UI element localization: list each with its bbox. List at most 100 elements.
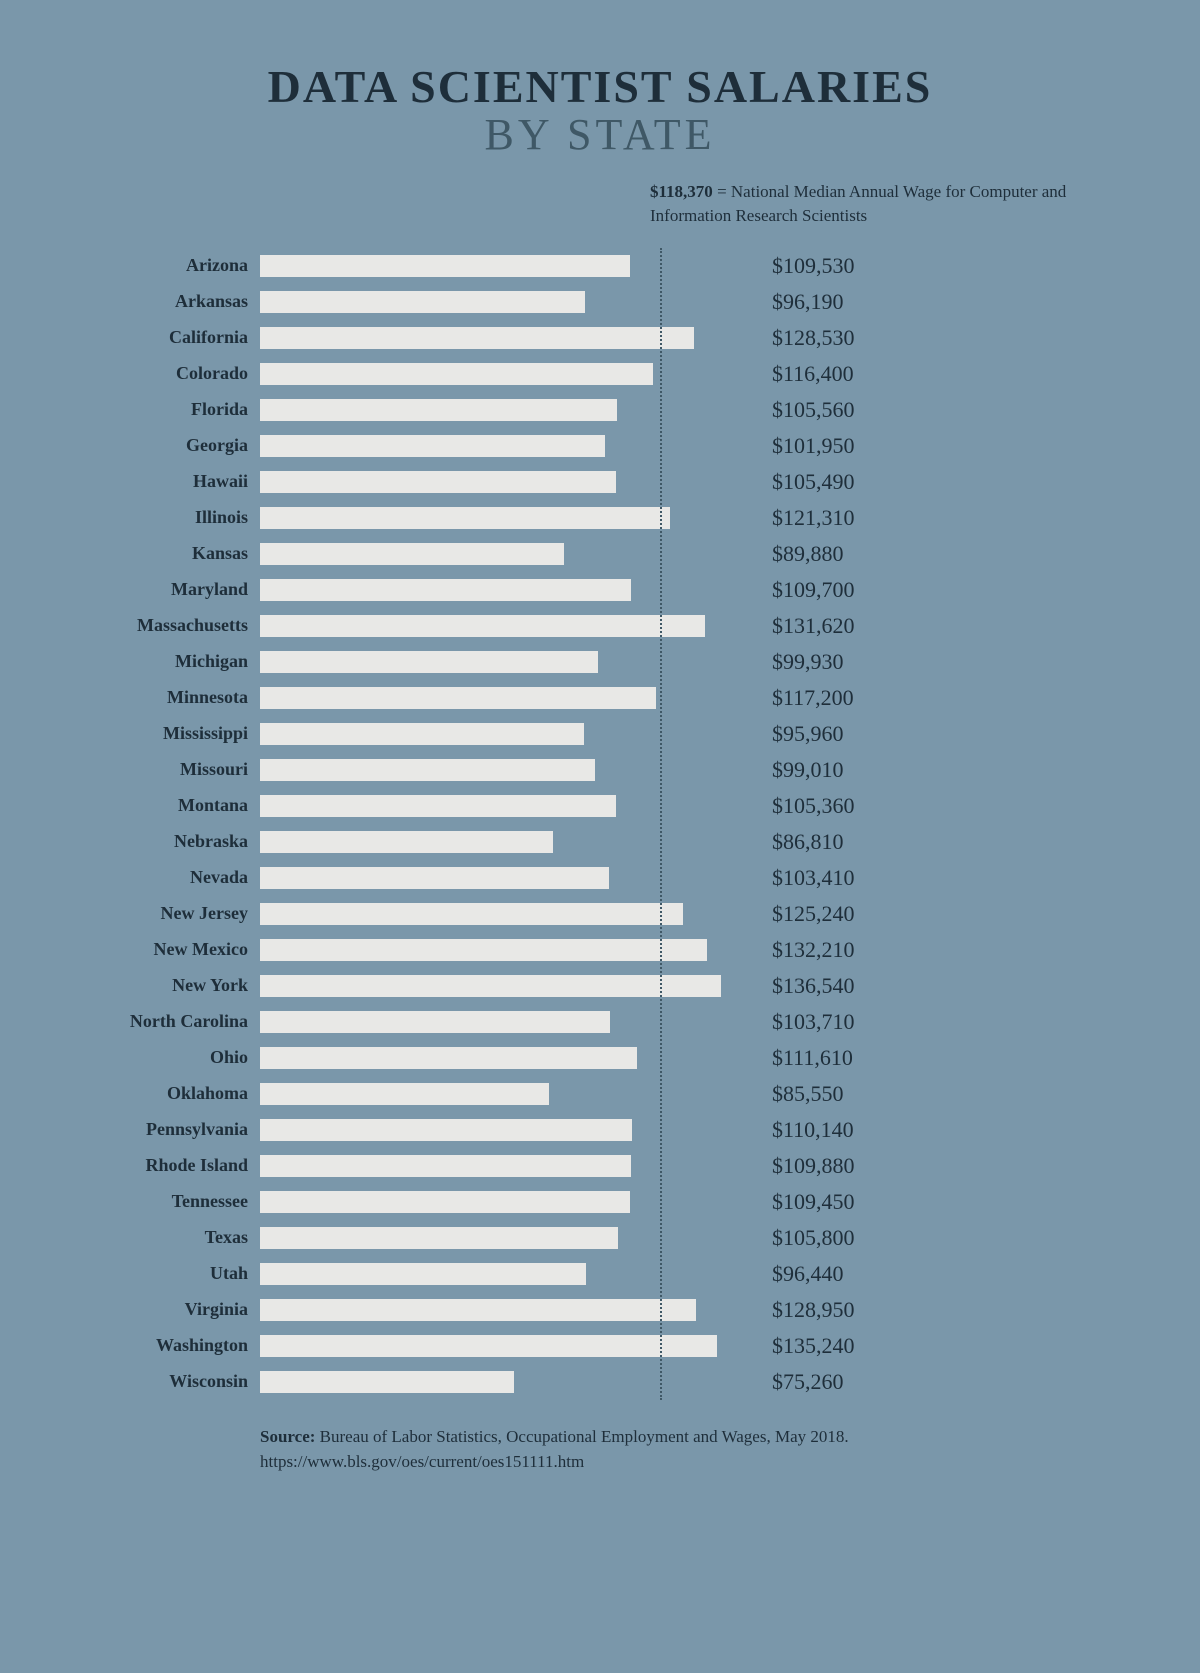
bar-track: [260, 651, 750, 673]
salary-value: $105,800: [772, 1225, 855, 1251]
bar-track: [260, 975, 750, 997]
bar-row: North Carolina$103,710: [110, 1004, 1090, 1040]
state-label: New Mexico: [110, 939, 260, 960]
bar-track: [260, 1047, 750, 1069]
state-label: Rhode Island: [110, 1155, 260, 1176]
salary-value: $109,530: [772, 253, 855, 279]
bar-fill: [260, 903, 683, 925]
bar-fill: [260, 579, 631, 601]
bar-track: [260, 1119, 750, 1141]
bar-fill: [260, 291, 585, 313]
bar-fill: [260, 867, 609, 889]
bar-row: Oklahoma $85,550: [110, 1076, 1090, 1112]
salary-value: $128,530: [772, 325, 855, 351]
salary-value: $117,200: [772, 685, 854, 711]
bar-track: [260, 543, 750, 565]
bar-fill: [260, 759, 595, 781]
bar-fill: [260, 1371, 514, 1393]
bar-fill: [260, 1299, 696, 1321]
state-label: Oklahoma: [110, 1083, 260, 1104]
bar-track: [260, 1263, 750, 1285]
bar-row: Utah$96,440: [110, 1256, 1090, 1292]
bar-track: [260, 291, 750, 313]
bar-fill: [260, 1011, 610, 1033]
bar-fill: [260, 399, 617, 421]
bar-fill: [260, 1119, 632, 1141]
state-label: New Jersey: [110, 903, 260, 924]
bar-fill: [260, 363, 653, 385]
salary-value: $109,880: [772, 1153, 855, 1179]
bar-row: Tennessee$109,450: [110, 1184, 1090, 1220]
bar-row: Mississippi$95,960: [110, 716, 1090, 752]
bar-fill: [260, 327, 694, 349]
bar-row: Georgia$101,950: [110, 428, 1090, 464]
state-label: Florida: [110, 399, 260, 420]
bar-fill: [260, 1155, 631, 1177]
salary-value: $75,260: [772, 1369, 844, 1395]
source-label: Source:: [260, 1427, 315, 1446]
bar-track: [260, 471, 750, 493]
salary-value: $110,140: [772, 1117, 854, 1143]
bar-row: Maryland$109,700: [110, 572, 1090, 608]
bar-row: Arkansas$96,190: [110, 284, 1090, 320]
bar-fill: [260, 1263, 586, 1285]
bar-fill: [260, 543, 564, 565]
bar-track: [260, 831, 750, 853]
bar-row: California $128,530: [110, 320, 1090, 356]
state-label: Maryland: [110, 579, 260, 600]
salary-value: $103,710: [772, 1009, 855, 1035]
bar-track: [260, 435, 750, 457]
bar-fill: [260, 687, 656, 709]
salary-value: $99,010: [772, 757, 844, 783]
bar-fill: [260, 1335, 717, 1357]
infographic-container: DATA SCIENTIST SALARIES BY STATE $118,37…: [50, 20, 1150, 1643]
bar-track: [260, 507, 750, 529]
salary-value: $116,400: [772, 361, 854, 387]
state-label: Georgia: [110, 435, 260, 456]
bar-track: [260, 1227, 750, 1249]
bar-row: Kansas$89,880: [110, 536, 1090, 572]
bar-row: Hawaii $105,490: [110, 464, 1090, 500]
source-text: Bureau of Labor Statistics, Occupational…: [260, 1427, 849, 1472]
bar-track: [260, 903, 750, 925]
state-label: Utah: [110, 1263, 260, 1284]
median-note: $118,370 = National Median Annual Wage f…: [650, 180, 1090, 228]
bar-row: New Jersey$125,240: [110, 896, 1090, 932]
title-main: DATA SCIENTIST SALARIES: [110, 60, 1090, 113]
bar-row: Nebraska$86,810: [110, 824, 1090, 860]
salary-value: $105,560: [772, 397, 855, 423]
bar-fill: [260, 1191, 630, 1213]
state-label: Massachusetts: [110, 615, 260, 636]
bar-track: [260, 1299, 750, 1321]
bar-row: Wisconsin $75,260: [110, 1364, 1090, 1400]
salary-value: $131,620: [772, 613, 855, 639]
salary-value: $132,210: [772, 937, 855, 963]
salary-value: $85,550: [772, 1081, 844, 1107]
salary-value: $89,880: [772, 541, 844, 567]
state-label: Illinois: [110, 507, 260, 528]
bar-row: Massachusetts $131,620: [110, 608, 1090, 644]
bar-row: Florida $105,560: [110, 392, 1090, 428]
bar-fill: [260, 435, 605, 457]
state-label: Hawaii: [110, 471, 260, 492]
bar-fill: [260, 1227, 618, 1249]
bar-fill: [260, 255, 630, 277]
state-label: California: [110, 327, 260, 348]
state-label: Pennsylvania: [110, 1119, 260, 1140]
state-label: Michigan: [110, 651, 260, 672]
salary-value: $95,960: [772, 721, 844, 747]
salary-value: $135,240: [772, 1333, 855, 1359]
bar-track: [260, 1011, 750, 1033]
salary-value: $105,490: [772, 469, 855, 495]
bar-row: Arizona$109,530: [110, 248, 1090, 284]
state-label: Texas: [110, 1227, 260, 1248]
state-label: New York: [110, 975, 260, 996]
bar-track: [260, 615, 750, 637]
title-sub: BY STATE: [110, 109, 1090, 160]
median-reference-line: [660, 248, 662, 1400]
bar-track: [260, 723, 750, 745]
state-label: Wisconsin: [110, 1371, 260, 1392]
salary-value: $121,310: [772, 505, 855, 531]
bar-row: Illinois $121,310: [110, 500, 1090, 536]
bar-row: Rhode Island $109,880: [110, 1148, 1090, 1184]
